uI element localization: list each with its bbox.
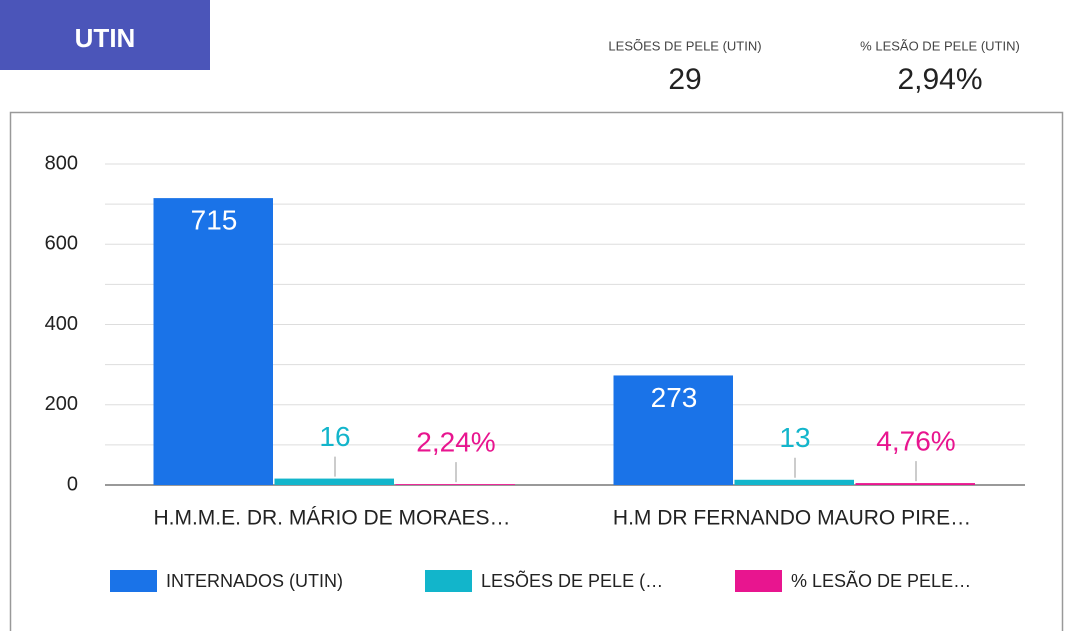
bar — [153, 198, 273, 485]
y-tick-label: 600 — [45, 233, 78, 255]
data-label: 2,24% — [416, 426, 495, 457]
chart-frame — [9, 111, 1064, 636]
y-tick-label: 400 — [45, 313, 78, 335]
y-tick-label: 200 — [45, 393, 78, 415]
scorecard-value: 29 — [668, 63, 701, 96]
scorecard-value: 2,94% — [897, 63, 982, 96]
legend-swatch — [110, 570, 157, 592]
legend-label: INTERNADOS (UTIN) — [166, 571, 343, 591]
bar — [855, 483, 975, 485]
header-title: UTIN — [75, 23, 136, 53]
x-tick-label: H.M DR FERNANDO MAURO PIRE… — [613, 507, 971, 530]
bar — [613, 375, 733, 485]
data-label: 715 — [191, 204, 238, 235]
data-label: 13 — [779, 422, 810, 453]
legend-swatch — [735, 570, 782, 592]
x-tick-label: H.M.M.E. DR. MÁRIO DE MORAES… — [153, 507, 510, 530]
bar — [395, 484, 515, 485]
data-label: 273 — [651, 382, 698, 413]
header-box — [0, 0, 210, 70]
legend-swatch — [425, 570, 472, 592]
data-label: 4,76% — [876, 425, 955, 456]
legend-label: LESÕES DE PELE (… — [481, 570, 663, 591]
y-tick-label: 0 — [67, 473, 78, 495]
bar — [274, 478, 394, 485]
scorecard-label: % LESÃO DE PELE (UTIN) — [860, 38, 1020, 53]
data-label: 16 — [319, 421, 350, 452]
y-tick-label: 800 — [45, 152, 78, 174]
bar — [734, 479, 854, 485]
legend-label: % LESÃO DE PELE… — [791, 570, 971, 591]
scorecard-label: LESÕES DE PELE (UTIN) — [608, 38, 761, 53]
